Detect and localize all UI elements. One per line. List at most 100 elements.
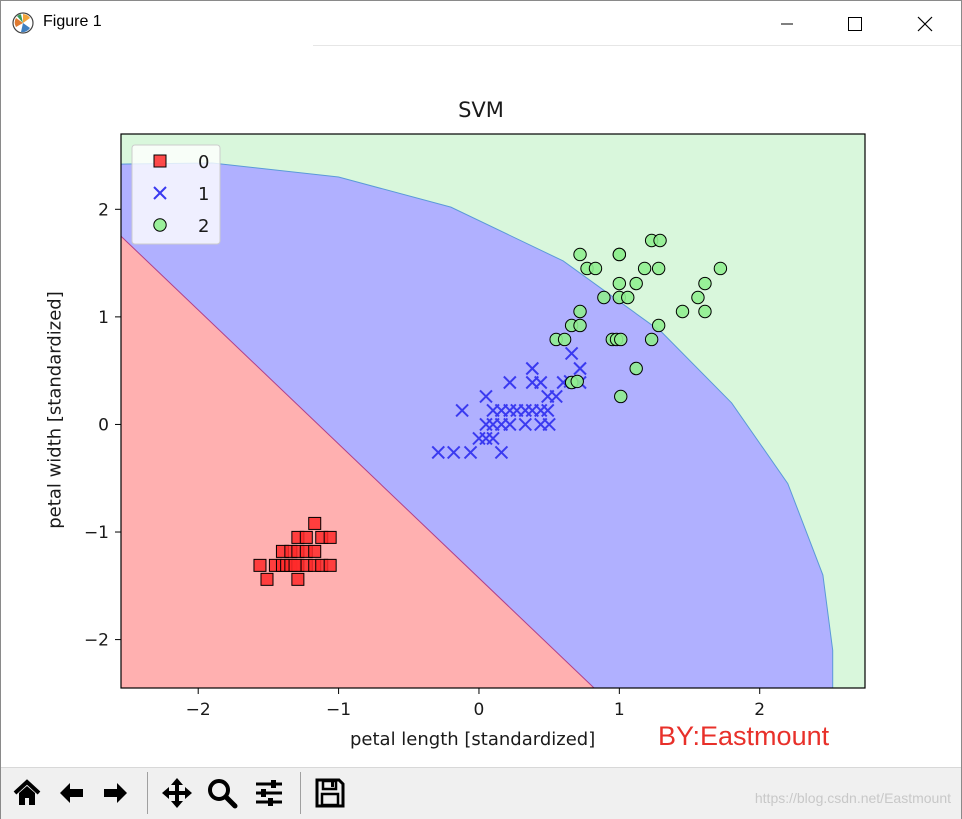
data-point-class-1 <box>503 417 517 432</box>
data-point-class-1 <box>431 445 445 460</box>
magnifier-icon <box>208 779 238 809</box>
navigation-toolbar: https://blog.csdn.net/Eastmount <box>1 767 961 819</box>
data-point-class-1 <box>518 417 532 432</box>
region-class-0 <box>121 235 595 688</box>
data-point-class-2 <box>557 332 572 347</box>
toolbar-separator <box>300 772 301 814</box>
data-point-class-0 <box>253 558 267 572</box>
data-point-class-1 <box>479 389 493 404</box>
author-watermark: BY:Eastmount <box>658 721 830 751</box>
toolbar-separator <box>147 772 148 814</box>
x-axis-label: petal length [standardized] <box>350 729 596 750</box>
chart-title: SVM <box>458 98 504 122</box>
legend-label: 2 <box>198 216 209 237</box>
data-point-class-0 <box>260 572 274 586</box>
data-point-class-1 <box>503 375 517 390</box>
move-icon <box>162 778 192 808</box>
x-tick-label: −1 <box>326 700 351 720</box>
axes-frame <box>120 133 866 689</box>
data-point-class-2 <box>629 276 643 291</box>
window-title: Figure 1 <box>43 13 102 30</box>
x-tick-label: 2 <box>754 700 765 720</box>
data-point-class-2 <box>570 374 584 389</box>
x-tick-label: −2 <box>186 700 211 720</box>
home-button[interactable] <box>7 773 47 813</box>
x-tick-label: 1 <box>614 700 625 720</box>
data-point-class-1 <box>549 389 563 404</box>
y-tick-label: 1 <box>98 308 109 328</box>
legend-box <box>131 144 221 245</box>
url-watermark: https://blog.csdn.net/Eastmount <box>754 790 951 806</box>
data-point-class-2 <box>675 304 690 319</box>
data-point-class-1 <box>525 361 540 376</box>
floppy-disk-icon <box>315 778 345 808</box>
forward-button[interactable] <box>96 773 136 813</box>
arrow-right-icon <box>104 783 127 803</box>
data-point-class-2 <box>612 276 627 291</box>
data-point-class-0 <box>308 544 322 558</box>
arrow-left-icon <box>60 783 83 803</box>
data-point-class-2 <box>573 318 587 333</box>
close-icon <box>917 16 933 31</box>
data-point-class-2 <box>651 261 666 276</box>
y-tick-label: −1 <box>84 523 109 543</box>
data-point-class-2 <box>573 304 587 319</box>
data-point-class-0 <box>299 530 313 544</box>
y-tick-label: 2 <box>98 200 109 220</box>
data-point-class-0 <box>291 572 305 586</box>
data-point-class-1 <box>573 361 587 376</box>
data-point-class-1 <box>455 403 469 418</box>
data-point-class-2 <box>651 318 666 333</box>
maximize-icon <box>848 16 862 31</box>
data-point-class-2 <box>614 332 628 347</box>
data-point-class-2 <box>621 290 635 305</box>
data-point-class-2 <box>614 389 628 404</box>
data-point-class-1 <box>541 403 555 418</box>
legend-marker-1 <box>153 186 167 200</box>
title-separator <box>313 45 961 46</box>
data-point-class-2 <box>691 290 705 305</box>
zoom-button[interactable] <box>202 773 242 813</box>
data-point-class-1 <box>486 431 500 446</box>
legend-label: 0 <box>198 152 209 173</box>
pan-button[interactable] <box>157 773 197 813</box>
home-icon <box>13 779 41 805</box>
minimize-button[interactable] <box>757 1 817 46</box>
data-point-class-2 <box>597 290 611 305</box>
data-point-class-1 <box>542 417 556 432</box>
data-point-class-0 <box>288 558 302 572</box>
data-point-class-1 <box>534 375 548 390</box>
y-tick-label: 0 <box>98 415 109 435</box>
data-point-class-0 <box>323 558 337 572</box>
close-button[interactable] <box>895 1 955 46</box>
data-point-class-0 <box>308 516 322 530</box>
legend-label: 1 <box>198 184 209 205</box>
data-point-class-1 <box>446 445 461 460</box>
y-axis-label: petal width [standardized] <box>44 291 66 529</box>
data-point-class-1 <box>494 445 509 460</box>
data-point-class-2 <box>653 233 667 248</box>
data-point-class-2 <box>637 261 652 276</box>
data-point-class-2 <box>612 247 627 262</box>
data-point-class-2 <box>644 332 659 347</box>
maximize-button[interactable] <box>825 1 885 46</box>
data-point-class-2 <box>629 361 643 376</box>
matplotlib-logo-icon <box>12 12 34 34</box>
configure-subplots-button[interactable] <box>249 773 289 813</box>
save-button[interactable] <box>310 773 350 813</box>
x-tick-label: 0 <box>474 700 485 720</box>
minimize-icon <box>781 23 793 24</box>
y-tick-label: −2 <box>84 631 109 651</box>
title-bar[interactable]: Figure 1 <box>1 1 961 46</box>
data-point-class-2 <box>713 261 728 276</box>
legend-marker-0 <box>153 154 167 168</box>
data-point-class-2 <box>588 261 603 276</box>
back-button[interactable] <box>51 773 91 813</box>
data-point-class-2 <box>698 304 712 319</box>
data-point-class-2 <box>698 276 712 291</box>
legend-marker-2 <box>153 218 167 232</box>
data-point-class-1 <box>463 445 478 460</box>
sliders-icon <box>256 780 282 806</box>
data-point-class-0 <box>323 530 337 544</box>
